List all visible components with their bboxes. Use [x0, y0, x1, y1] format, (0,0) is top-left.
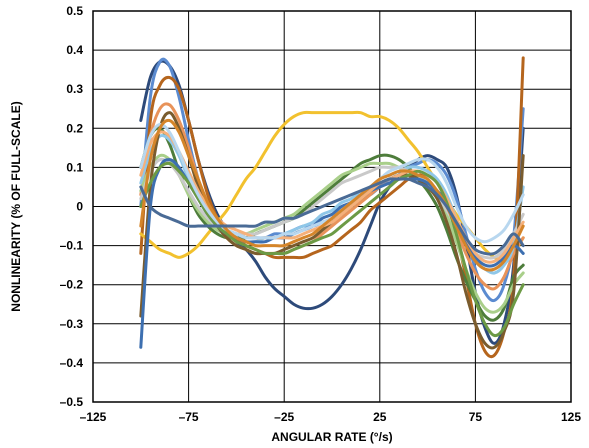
- y-tick-label: –0.2: [60, 278, 84, 292]
- x-axis-title: ANGULAR RATE (°/s): [271, 430, 392, 444]
- y-axis-title: NONLINEARITY (% OF FULL-SCALE): [9, 101, 23, 311]
- y-tick-label: 0.5: [66, 4, 83, 18]
- y-tick-label: –0.1: [60, 239, 84, 253]
- x-tick-label: –75: [179, 410, 199, 424]
- y-tick-label: 0: [76, 200, 83, 214]
- y-tick-label: 0.1: [66, 160, 83, 174]
- y-tick-label: –0.4: [60, 356, 84, 370]
- x-tick-label: –25: [274, 410, 294, 424]
- series-line-15: [139, 118, 525, 272]
- y-tick-label: 0.2: [66, 121, 83, 135]
- x-tick-labels: –125 –75 –25 25 75 125: [80, 410, 582, 424]
- y-tick-label: –0.3: [60, 317, 84, 331]
- plot-frame: [92, 10, 572, 403]
- x-tick-label: –125: [80, 410, 107, 424]
- series-line-3: [139, 56, 525, 359]
- x-tick-label: 125: [561, 410, 581, 424]
- series-line-16: [139, 177, 525, 256]
- y-tick-labels: 0.5 0.4 0.3 0.2 0.1 0 –0.1 –0.2 –0.3 –0.4 –0.5: [60, 4, 84, 409]
- x-tick-label: 25: [373, 410, 387, 424]
- y-tick-label: –0.5: [60, 395, 84, 409]
- x-tick-label: 75: [469, 410, 483, 424]
- series-lines: [139, 56, 525, 359]
- series-line-13: [139, 161, 525, 338]
- y-tick-label: 0.4: [66, 43, 83, 57]
- y-tick-label: 0.3: [66, 82, 83, 96]
- series-line-4: [139, 110, 525, 263]
